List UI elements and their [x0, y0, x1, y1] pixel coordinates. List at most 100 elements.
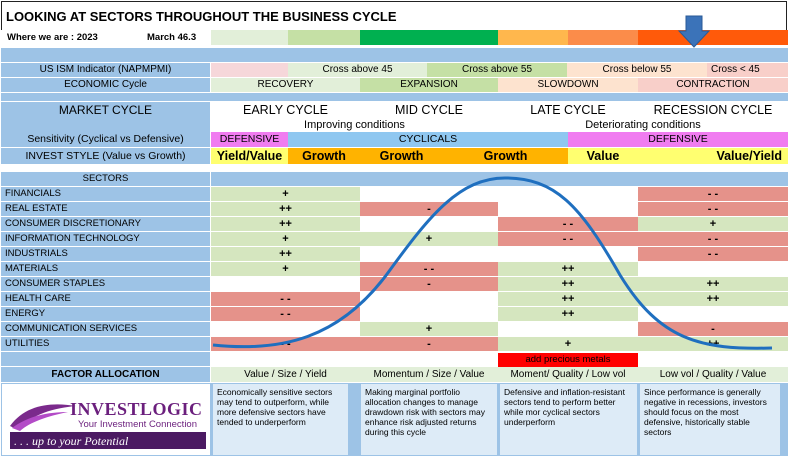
- blue-separator-top: [1, 48, 788, 62]
- swoosh-logo-icon: [10, 404, 76, 431]
- sector-signal-cell: ++: [638, 277, 788, 291]
- logo-name: INVESTLOGIC: [70, 400, 203, 418]
- sector-signal-cell: +: [360, 322, 498, 336]
- sector-label: INFORMATION TECHNOLOGY: [1, 232, 210, 246]
- deteriorating-conditions: Deteriorating conditions: [585, 118, 701, 131]
- sector-label: HEALTH CARE: [1, 292, 210, 306]
- factor-early: Value / Size / Yield: [211, 367, 360, 382]
- sector-signal-cell: - -: [638, 202, 788, 216]
- sectors-header-band: [211, 172, 788, 186]
- sector-label: FINANCIALS: [1, 187, 210, 201]
- sector-signal-cell: ++: [638, 292, 788, 306]
- ism-cell-blank: [211, 63, 288, 77]
- sensitivity-label: Sensitivity (Cyclical vs Defensive): [1, 132, 210, 147]
- sector-signal-cell: - -: [638, 187, 788, 201]
- sensitivity-defensive-late: DEFENSIVE: [568, 132, 788, 147]
- sector-signal-cell: -: [638, 322, 788, 336]
- sector-signal-cell: ++: [211, 247, 360, 261]
- sensitivity-cyclicals: CYCLICALS: [288, 132, 568, 147]
- phase-late-cycle: LATE CYCLE: [530, 102, 606, 117]
- description-recession: Since performance is generally negative …: [640, 384, 780, 455]
- sector-signal-cell: - -: [498, 232, 638, 246]
- phase-bar-late: [498, 30, 568, 45]
- sector-signal-cell: - -: [211, 292, 360, 306]
- sector-signal-cell: [360, 217, 498, 231]
- sectors-header: SECTORS: [1, 172, 210, 186]
- invest-style-label: INVEST STYLE (Value vs Growth): [1, 148, 210, 164]
- style-value-yield: Value/Yield: [638, 148, 788, 164]
- description-late: Defensive and inflation-resistant sector…: [500, 384, 637, 455]
- sector-signal-cell: [360, 187, 498, 201]
- factor-recession: Low vol / Quality / Value: [638, 367, 788, 382]
- sector-signal-cell: [498, 202, 638, 216]
- phase-bar-contraction: [638, 30, 788, 45]
- sector-signal-cell: [360, 247, 498, 261]
- sector-signal-cell: [498, 187, 638, 201]
- sector-signal-cell: ++: [498, 262, 638, 276]
- phase-bar-expansion: [360, 30, 498, 45]
- sector-signal-cell: ++: [638, 337, 788, 351]
- sector-signal-cell: [498, 247, 638, 261]
- phase-bar-recovery-light: [211, 30, 288, 45]
- style-value: Value: [568, 148, 638, 164]
- sector-signal-cell: ++: [498, 277, 638, 291]
- sector-signal-cell: - -: [638, 232, 788, 246]
- logo-tagline: Your Investment Connection: [78, 419, 198, 430]
- sector-label: CONSUMER DISCRETIONARY: [1, 217, 210, 231]
- sector-signal-cell: -: [360, 337, 498, 351]
- econ-expansion: EXPANSION: [360, 78, 498, 92]
- sector-signal-cell: [211, 277, 360, 291]
- style-yield-value: Yield/Value: [211, 148, 288, 164]
- sector-signal-cell: +: [498, 337, 638, 351]
- ism-value-2: Cross above 55: [427, 63, 567, 77]
- sector-signal-cell: - -: [498, 217, 638, 231]
- sector-signal-cell: +: [638, 217, 788, 231]
- sector-label: INDUSTRIALS: [1, 247, 210, 261]
- phase-bar-recovery: [288, 30, 360, 45]
- sector-signal-cell: [360, 307, 498, 321]
- sector-signal-cell: -: [360, 202, 498, 216]
- sector-label: REAL ESTATE: [1, 202, 210, 216]
- investlogic-logo: INVESTLOGIC Your Investment Connection .…: [8, 398, 206, 450]
- econ-contraction: CONTRACTION: [638, 78, 788, 92]
- sector-signal-cell: - -: [638, 247, 788, 261]
- add-precious-metals-note: add precious metals: [498, 353, 638, 367]
- sector-label: CONSUMER STAPLES: [1, 277, 210, 291]
- ism-value-1: Cross above 45: [288, 63, 427, 77]
- logo-slogan: . . . up to your Potential: [10, 432, 206, 449]
- sector-label: MATERIALS: [1, 262, 210, 276]
- phase-bar-slowdown: [568, 30, 638, 45]
- econ-slowdown: SLOWDOWN: [498, 78, 638, 92]
- sector-signal-cell: +: [211, 262, 360, 276]
- sector-signal-cell: [498, 322, 638, 336]
- description-mid: Making marginal portfolio allocation cha…: [361, 384, 497, 455]
- sector-signal-cell: - -: [211, 307, 360, 321]
- phase-early-cycle: EARLY CYCLE: [243, 102, 328, 117]
- sector-signal-cell: ++: [498, 292, 638, 306]
- style-growth-mid: Growth: [360, 148, 443, 164]
- econ-recovery: RECOVERY: [211, 78, 360, 92]
- factor-late: Moment/ Quality / Low vol: [498, 367, 638, 382]
- factor-mid: Momentum / Size / Value: [360, 367, 498, 382]
- sector-signal-cell: - -: [211, 337, 360, 351]
- sector-signal-cell: [360, 292, 498, 306]
- current-position-arrow-icon: [677, 15, 711, 48]
- spacer: [1, 165, 788, 171]
- ism-indicator-label: US ISM Indicator (NAPMPMI): [1, 63, 210, 77]
- improving-conditions: Improving conditions: [304, 118, 405, 131]
- sector-signal-cell: -: [360, 277, 498, 291]
- sector-signal-cell: ++: [498, 307, 638, 321]
- phase-mid-cycle: MID CYCLE: [394, 102, 464, 117]
- sector-signal-cell: [638, 262, 788, 276]
- phase-recession-cycle: RECESSION CYCLE: [653, 102, 773, 117]
- style-growth-early: Growth: [288, 148, 360, 164]
- sensitivity-defensive-early: DEFENSIVE: [211, 132, 288, 147]
- march-reading-label: March 46.3: [147, 31, 197, 43]
- page-title: LOOKING AT SECTORS THROUGHOUT THE BUSINE…: [1, 1, 787, 30]
- ism-value-3: Cross below 55: [567, 63, 707, 77]
- sector-signal-cell: ++: [211, 202, 360, 216]
- description-early: Economically sensitive sectors may tend …: [213, 384, 348, 455]
- conditions-row-label-cell: [1, 118, 210, 132]
- sector-label: UTILITIES: [1, 337, 210, 351]
- sector-label: COMMUNICATION SERVICES: [1, 322, 210, 336]
